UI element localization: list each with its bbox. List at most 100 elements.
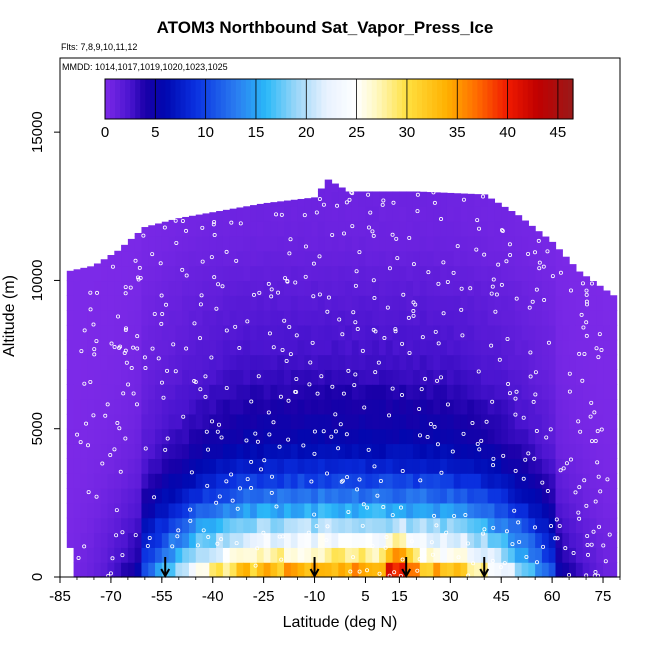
heatmap-cell — [514, 443, 523, 459]
heatmap-cell — [87, 562, 95, 578]
heatmap-cell — [453, 221, 462, 237]
heatmap-cell — [243, 250, 251, 267]
heatmap-cell — [229, 547, 238, 563]
sample-point — [360, 348, 365, 353]
heatmap-cell — [243, 443, 251, 459]
heatmap-cell — [243, 206, 251, 222]
heatmap-cell — [195, 399, 204, 415]
heatmap-cell — [236, 428, 244, 445]
heatmap-cell — [229, 384, 238, 400]
heatmap-cell — [107, 532, 115, 548]
heatmap-cell — [168, 219, 176, 222]
sample-point — [285, 278, 290, 283]
heatmap-cell — [412, 339, 421, 356]
heatmap-cell — [202, 413, 210, 430]
heatmap-cell — [379, 250, 387, 267]
heatmap-cell — [175, 458, 183, 474]
heatmap-cell — [419, 562, 428, 578]
heatmap-cell — [263, 235, 272, 252]
heatmap-cell — [243, 295, 251, 311]
heatmap-cell — [121, 324, 129, 341]
sample-point — [249, 399, 254, 404]
heatmap-cell — [487, 354, 496, 370]
sample-point — [521, 415, 526, 420]
heatmap-cell — [222, 547, 231, 563]
heatmap-cell — [501, 280, 509, 296]
heatmap-cell — [222, 399, 231, 415]
heatmap-cell — [562, 562, 570, 578]
heatmap-cell — [222, 488, 231, 504]
sample-point — [507, 242, 512, 247]
heatmap-cell — [229, 208, 238, 222]
sample-point — [214, 500, 219, 505]
heatmap-cell — [148, 250, 156, 267]
heatmap-cell — [446, 488, 455, 504]
heatmap-cell — [148, 532, 156, 548]
heatmap-cell — [87, 517, 95, 534]
heatmap-cell — [548, 458, 557, 474]
heatmap-cell — [290, 413, 299, 430]
heatmap-cell — [596, 384, 604, 400]
heatmap-cell — [263, 369, 272, 385]
heatmap-cell — [440, 280, 448, 296]
sample-point — [477, 226, 482, 231]
heatmap-cell — [508, 280, 516, 296]
heatmap-cell — [127, 473, 136, 489]
sample-point — [372, 296, 377, 301]
heatmap-cell — [419, 458, 428, 474]
heatmap-cell — [521, 532, 529, 548]
heatmap-cell — [311, 428, 319, 445]
heatmap-cell — [256, 221, 265, 237]
sample-point — [500, 229, 505, 234]
heatmap-cell — [100, 295, 109, 311]
heatmap-cell — [297, 413, 305, 430]
sample-point — [261, 530, 266, 535]
heatmap-cell — [311, 310, 319, 326]
heatmap-cell — [100, 310, 109, 326]
heatmap-cell — [216, 324, 224, 341]
heatmap-cell — [317, 502, 326, 519]
heatmap-cell — [155, 354, 163, 370]
sample-point — [147, 536, 152, 541]
heatmap-cell — [535, 458, 543, 474]
heatmap-cell — [392, 250, 400, 267]
sample-point — [533, 392, 538, 397]
heatmap-cell — [521, 443, 529, 459]
sample-point — [558, 468, 563, 473]
sample-point — [441, 311, 446, 316]
heatmap-cell — [345, 235, 353, 252]
heatmap-cell — [141, 339, 149, 356]
heatmap-cell — [100, 280, 109, 296]
heatmap-cell — [467, 310, 475, 326]
heatmap-cell — [317, 280, 326, 296]
heatmap-cell — [514, 488, 523, 504]
heatmap-cell — [304, 235, 312, 252]
heatmap-cell — [358, 517, 367, 534]
sample-point — [584, 320, 589, 325]
heatmap-cell — [284, 235, 292, 252]
heatmap-cell — [535, 280, 543, 296]
heatmap-cell — [229, 265, 238, 282]
sample-point — [235, 506, 240, 511]
heatmap-cell — [100, 428, 109, 445]
heatmap-cell — [351, 413, 360, 430]
sample-point — [288, 352, 293, 357]
sample-point — [311, 294, 316, 299]
heatmap-cell — [127, 238, 136, 252]
heatmap-cell — [453, 517, 462, 534]
heatmap-cell — [277, 354, 285, 370]
heatmap-cell — [222, 428, 231, 445]
heatmap-cell — [514, 458, 523, 474]
heatmap-cell — [379, 339, 387, 356]
heatmap-cell — [487, 206, 496, 222]
heatmap-cell — [467, 547, 475, 563]
heatmap-cell — [168, 250, 176, 267]
heatmap-cell — [121, 339, 129, 356]
heatmap-cell — [440, 473, 448, 489]
heatmap-cell — [324, 399, 333, 415]
sample-point — [366, 192, 371, 197]
colorbar-segment — [366, 79, 373, 119]
heatmap-cell — [535, 310, 543, 326]
heatmap-cell — [487, 443, 496, 459]
sample-point — [493, 309, 498, 314]
